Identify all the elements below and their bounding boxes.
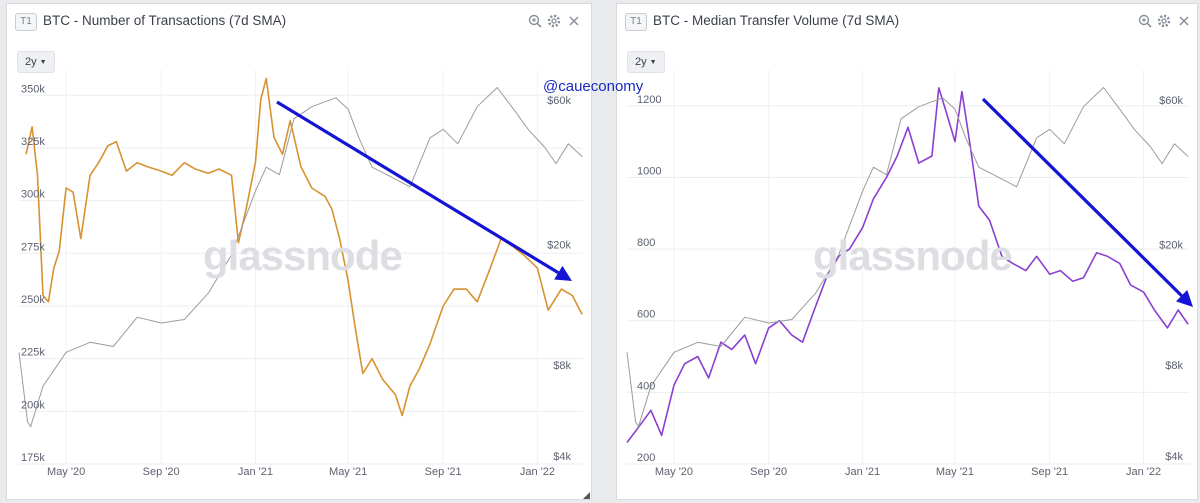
time-range-select[interactable]: 2y ▼ (17, 51, 55, 73)
series-line-price (626, 87, 1189, 428)
chevron-down-icon: ▼ (649, 59, 657, 66)
plot-area (626, 70, 1189, 465)
transfer-volume-chart: glassnode 200 400 600 800 1000 1200 $4k $8k $20k $… (626, 70, 1193, 478)
y-tick-label-left: 325k (21, 136, 45, 148)
author-credit: @caueconomy (543, 78, 644, 95)
x-tick-label: Jan '21 (845, 466, 880, 478)
y-tick-label-left: 800 (637, 237, 655, 249)
trend-arrow-head (554, 265, 572, 281)
x-tick-label: Jan '22 (520, 466, 555, 478)
x-tick-label: May '21 (936, 466, 974, 478)
y-tick-label-right: $20k (547, 239, 571, 251)
x-tick-label: Jan '21 (238, 466, 273, 478)
tier-badge: T1 (15, 13, 37, 31)
y-tick-label-right: $8k (553, 360, 571, 372)
trend-arrow-line (276, 100, 560, 275)
close-icon[interactable] (1176, 13, 1192, 29)
zoom-icon[interactable] (1137, 13, 1153, 29)
y-tick-label-left: 350k (21, 83, 45, 95)
close-icon[interactable] (566, 13, 582, 29)
plot-area (18, 70, 583, 465)
y-tick-label-right: $4k (553, 451, 571, 463)
watermark-text: glassnode (203, 232, 402, 279)
trend-arrow-line (981, 97, 1183, 297)
x-tick-label: May '20 (655, 466, 693, 478)
y-tick-label-right: $60k (547, 95, 571, 107)
y-tick-label-left: 300k (21, 189, 45, 201)
trend-arrow-head (1176, 290, 1193, 307)
x-tick-label: May '20 (47, 466, 85, 478)
y-tick-label-left: 1200 (637, 94, 661, 106)
y-tick-label-left: 200k (21, 399, 45, 411)
y-tick-label-left: 175k (21, 452, 45, 464)
tier-badge: T1 (625, 13, 647, 31)
y-tick-label-left: 400 (637, 380, 655, 392)
y-tick-label-left: 1000 (637, 165, 661, 177)
y-tick-label-left: 275k (21, 241, 45, 253)
y-tick-label-right: $4k (1165, 451, 1183, 463)
series-line-metric (626, 87, 1189, 443)
time-range-label: 2y (635, 56, 647, 68)
x-tick-label: Sep '20 (143, 466, 180, 478)
panel-title: BTC - Number of Transactions (7d SMA) (43, 13, 287, 28)
y-tick-label-left: 600 (637, 309, 655, 321)
x-tick-label: Sep '21 (425, 466, 462, 478)
transactions-chart: glassnode 175k 200k 225k 250k 275k 300k 325k 350… (18, 70, 583, 478)
y-tick-label-right: $60k (1159, 95, 1183, 107)
y-tick-label-right: $20k (1159, 239, 1183, 251)
y-tick-label-right: $8k (1165, 360, 1183, 372)
time-range-label: 2y (25, 56, 37, 68)
panel-header: T1 BTC - Number of Transactions (7d SMA) (7, 4, 591, 40)
panel-title: BTC - Median Transfer Volume (7d SMA) (653, 13, 900, 28)
y-tick-label-left: 200 (637, 452, 655, 464)
x-tick-label: Jan '22 (1126, 466, 1161, 478)
panel-header: T1 BTC - Median Transfer Volume (7d SMA) (617, 4, 1197, 40)
chart-panel-transfer-volume: T1 BTC - Median Transfer Volume (7d SMA)… (616, 3, 1198, 500)
settings-icon[interactable] (546, 13, 562, 29)
chart-panel-transactions: T1 BTC - Number of Transactions (7d SMA)… (6, 3, 592, 500)
zoom-icon[interactable] (527, 13, 543, 29)
chevron-down-icon: ▼ (39, 59, 47, 66)
time-range-select[interactable]: 2y ▼ (627, 51, 665, 73)
y-tick-label-left: 225k (21, 347, 45, 359)
series-line-metric (25, 77, 583, 417)
x-tick-label: Sep '20 (750, 466, 787, 478)
watermark-text: glassnode (813, 232, 1012, 279)
y-tick-label-left: 250k (21, 294, 45, 306)
x-tick-label: May '21 (329, 466, 367, 478)
x-tick-label: Sep '21 (1031, 466, 1068, 478)
resize-handle[interactable] (583, 492, 590, 499)
settings-icon[interactable] (1156, 13, 1172, 29)
series-line-price (18, 87, 583, 428)
